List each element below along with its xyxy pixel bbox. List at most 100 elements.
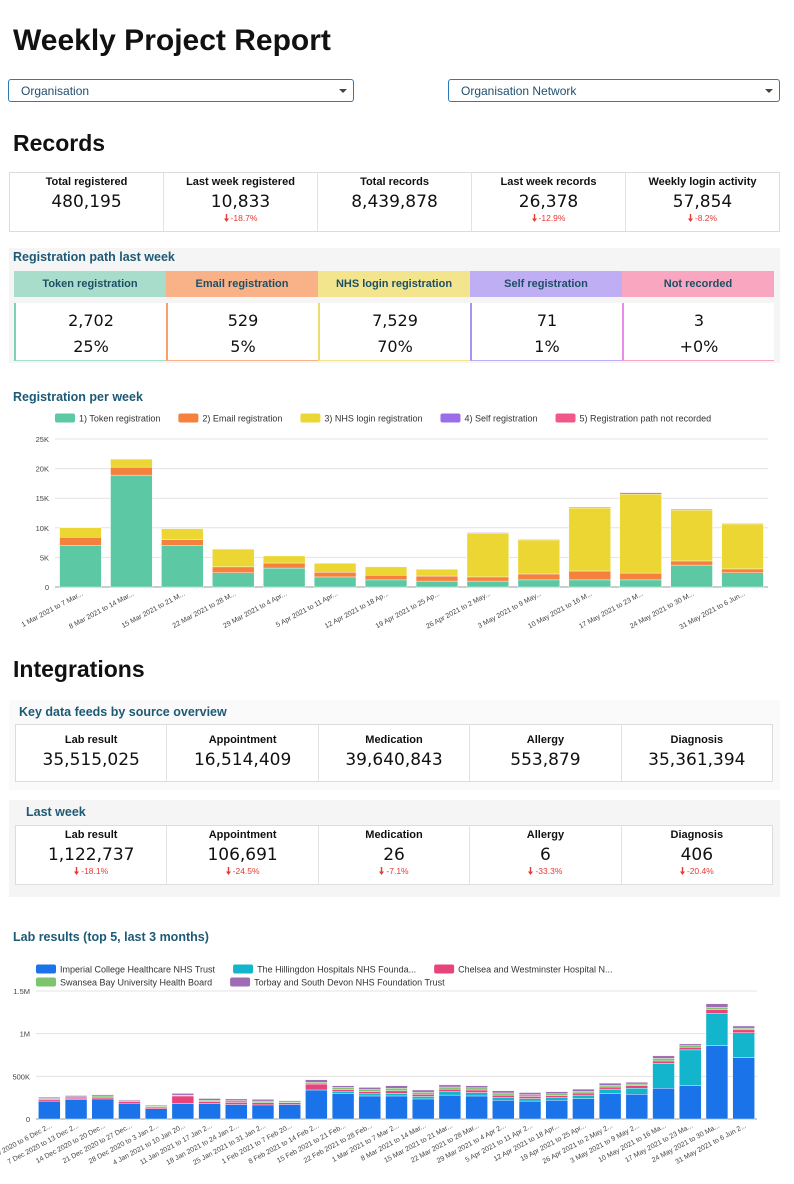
path-percent: 25% bbox=[73, 337, 109, 356]
kpi-value: 406 bbox=[680, 845, 714, 865]
bar-segment bbox=[492, 1100, 515, 1120]
bar-segment bbox=[358, 1089, 381, 1092]
bar-segment bbox=[465, 1085, 488, 1089]
y-tick-label: 1.5M bbox=[13, 987, 30, 996]
kpi-value: 35,515,025 bbox=[42, 750, 140, 770]
y-tick-label: 25K bbox=[36, 435, 49, 444]
bar-segment bbox=[59, 537, 102, 546]
kpi-label: Allergy bbox=[526, 734, 565, 746]
bar-segment bbox=[670, 509, 713, 562]
bar-segment bbox=[110, 466, 153, 476]
bar-segment bbox=[545, 1095, 568, 1098]
page-title: Weekly Project Report bbox=[13, 24, 331, 57]
bar-segment bbox=[568, 579, 611, 588]
kpi-value: 480,195 bbox=[51, 192, 122, 212]
arrow-shape bbox=[528, 867, 534, 875]
kpi: Medication 39,640,843 bbox=[317, 725, 469, 781]
arrow-shape bbox=[379, 867, 385, 875]
organisation-dropdown[interactable]: Organisation bbox=[8, 79, 354, 102]
kpi: Allergy 553,879 bbox=[469, 725, 620, 781]
bar-segment bbox=[331, 1085, 355, 1088]
bar-segment bbox=[358, 1091, 381, 1095]
bar-segment bbox=[466, 580, 509, 588]
bar-segment bbox=[545, 1097, 568, 1101]
down-arrow bbox=[74, 867, 80, 875]
bar-segment bbox=[212, 566, 255, 573]
bar-segment bbox=[679, 1085, 702, 1120]
bar-segment bbox=[679, 1045, 702, 1048]
bar-segment bbox=[251, 1100, 275, 1103]
kpi: Lab result 1,122,737 -18.1% bbox=[16, 826, 166, 884]
bar-segment bbox=[732, 1025, 755, 1029]
bar-segment bbox=[385, 1093, 408, 1097]
y-tick-label: 500K bbox=[12, 1072, 30, 1081]
bar-segment bbox=[518, 1100, 542, 1120]
bar-segment bbox=[679, 1043, 702, 1046]
kpi-change-text: -7.1% bbox=[386, 866, 409, 876]
kpi: Lab result 35,515,025 bbox=[16, 725, 166, 781]
bar-segment bbox=[625, 1083, 648, 1086]
bar-segment bbox=[492, 1097, 515, 1101]
kpi: Total registered 480,195 bbox=[10, 173, 163, 231]
path-percent: +0% bbox=[679, 337, 719, 356]
bar-segment bbox=[91, 1098, 114, 1120]
kpi-value: 16,514,409 bbox=[193, 750, 292, 770]
kpi-value: 57,854 bbox=[672, 192, 733, 212]
section-title: Registration path last week bbox=[13, 250, 175, 264]
kpi-change-text: -20.4% bbox=[686, 866, 714, 876]
bar-segment bbox=[145, 1108, 168, 1120]
bar-segment bbox=[568, 506, 611, 509]
legend-label: Swansea Bay University Health Board bbox=[60, 978, 212, 988]
bar-segment bbox=[38, 1097, 61, 1099]
bar-segment bbox=[438, 1088, 462, 1092]
bar-segment bbox=[598, 1088, 622, 1094]
legend-swatch bbox=[300, 413, 321, 423]
bar-segment bbox=[517, 573, 560, 581]
kpi-value: 10,833 bbox=[210, 192, 271, 212]
bar-segment bbox=[732, 1057, 755, 1120]
bar-segment bbox=[212, 548, 255, 568]
bar-segment bbox=[91, 1097, 114, 1100]
kpi: Allergy 6 -33.3% bbox=[469, 826, 620, 884]
legend-label: 1) Token registration bbox=[79, 414, 160, 424]
kpi-value: 26 bbox=[383, 845, 405, 865]
kpi-value: 6 bbox=[540, 845, 551, 865]
bar-segment bbox=[598, 1086, 622, 1090]
bar-segment bbox=[278, 1104, 301, 1120]
organisation-network-dropdown[interactable]: Organisation Network bbox=[448, 79, 780, 102]
bar-segment bbox=[518, 1096, 542, 1099]
bar-segment bbox=[415, 580, 459, 588]
down-arrow bbox=[687, 214, 693, 222]
path-percent: 5% bbox=[230, 337, 256, 356]
bar-segment bbox=[364, 574, 408, 581]
kpi: Diagnosis 406 -20.4% bbox=[620, 826, 772, 884]
bar-segment bbox=[598, 1085, 622, 1088]
bar-segment bbox=[619, 579, 662, 588]
legend-swatch bbox=[555, 413, 576, 423]
kpi-label: Lab result bbox=[64, 734, 118, 746]
bar-segment bbox=[385, 1095, 408, 1120]
bar-segment bbox=[732, 1029, 755, 1034]
bar-segment bbox=[64, 1095, 88, 1098]
bar-segment bbox=[652, 1088, 675, 1120]
kpi-change: -20.4% bbox=[622, 866, 772, 876]
bar-segment bbox=[598, 1082, 622, 1086]
bar-segment bbox=[64, 1099, 88, 1120]
registration-path-table: Token registration 2,702 25% Email registra… bbox=[14, 271, 774, 361]
kpi-label: Appointment bbox=[208, 829, 277, 841]
bar-segment bbox=[171, 1103, 195, 1120]
kpi-change: -12.9% bbox=[472, 213, 625, 223]
bar-segment bbox=[670, 508, 713, 511]
bar-segment bbox=[438, 1086, 462, 1090]
kpi-label: Medication bbox=[365, 734, 423, 746]
bar-segment bbox=[305, 1089, 328, 1120]
dropdown-caret bbox=[765, 89, 773, 93]
bar-segment bbox=[331, 1091, 355, 1094]
path-column: NHS login registration 7,529 70% bbox=[318, 271, 470, 361]
bar-segment bbox=[225, 1100, 248, 1103]
bar-segment bbox=[110, 474, 153, 588]
kpi-label: Allergy bbox=[526, 829, 565, 841]
bar-segment bbox=[572, 1092, 595, 1096]
bar-segment bbox=[198, 1098, 221, 1101]
bar-segment bbox=[492, 1090, 515, 1094]
